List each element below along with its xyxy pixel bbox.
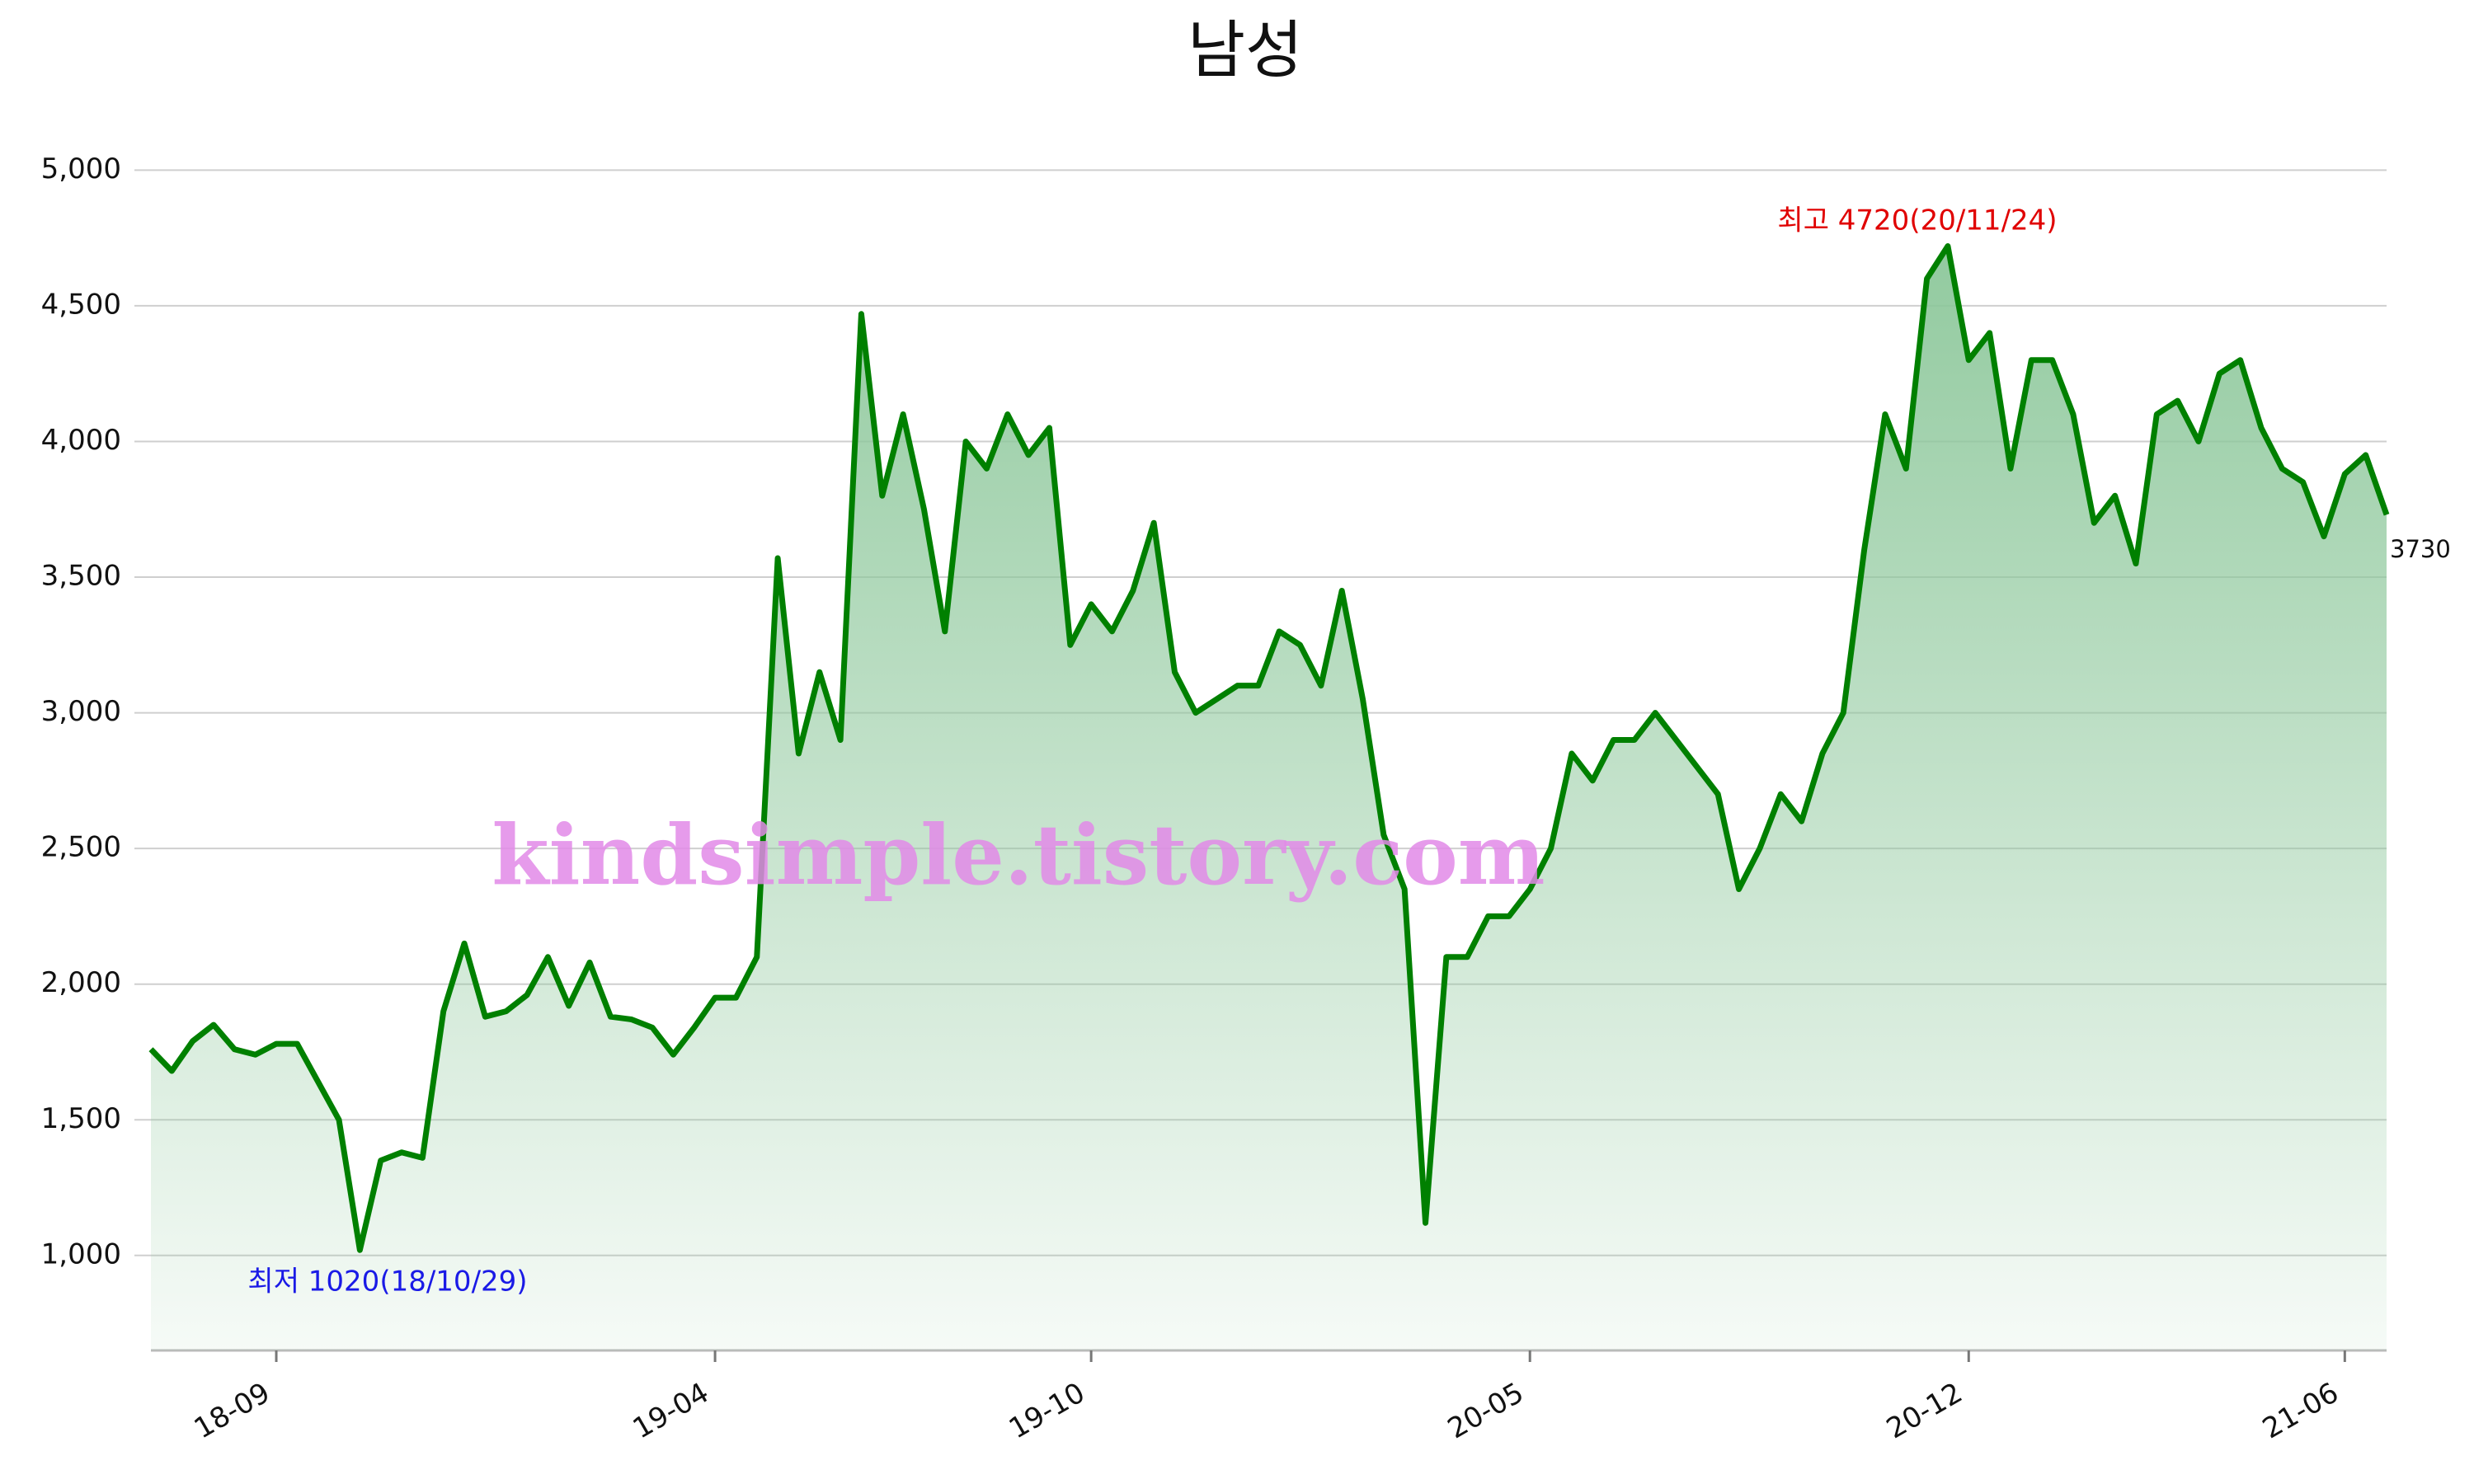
x-tick-label: 21-06 xyxy=(2257,1376,2345,1445)
last-value-label: 3730 xyxy=(2390,535,2451,563)
x-tick-label: 19-10 xyxy=(1004,1376,1091,1445)
chart-title: 남성 xyxy=(1188,13,1303,87)
y-tick-label: 3,000 xyxy=(41,695,121,728)
x-tick-label: 20-12 xyxy=(1881,1376,1968,1445)
y-tick-label: 2,500 xyxy=(41,831,121,864)
annotation: 최저 1020(18/10/29) xyxy=(247,1266,527,1298)
x-tick-label: 20-05 xyxy=(1442,1376,1530,1445)
y-tick-label: 3,500 xyxy=(41,560,121,593)
y-tick-label: 2,000 xyxy=(41,966,121,999)
annotation: 최고 4720(20/11/24) xyxy=(1777,204,2057,237)
x-tick-label: 18-09 xyxy=(189,1376,276,1445)
y-tick-label: 1,500 xyxy=(41,1102,121,1135)
y-tick-label: 5,000 xyxy=(41,153,121,186)
price-line xyxy=(148,243,2390,1253)
x-tick-label: 19-04 xyxy=(628,1376,715,1445)
area-fill xyxy=(151,246,2387,1350)
watermark: kindsimple.tistory.com xyxy=(492,806,1545,904)
y-tick-label: 4,000 xyxy=(41,424,121,457)
y-tick-label: 4,500 xyxy=(41,288,121,321)
y-tick-label: 1,000 xyxy=(41,1237,121,1270)
